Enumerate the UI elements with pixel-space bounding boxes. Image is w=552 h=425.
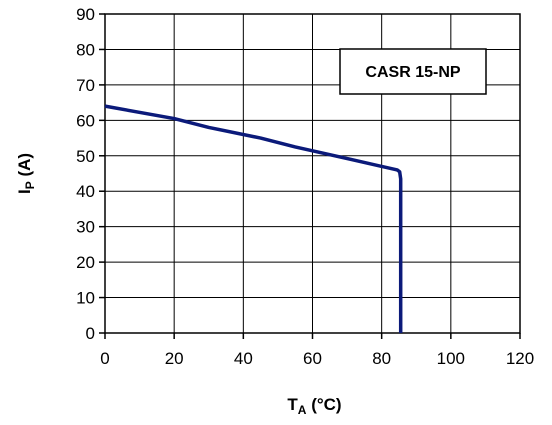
y-axis-title-unit: (A) — [15, 153, 34, 181]
x-tick-label: 0 — [100, 349, 109, 368]
annotation-frame — [339, 48, 487, 95]
x-tick-label: 120 — [506, 349, 534, 368]
y-axis-title: IP (A) — [15, 153, 37, 194]
x-axis-ticks: 0 20 40 60 80 100 120 — [100, 333, 534, 368]
x-tick-label: 100 — [437, 349, 465, 368]
y-tick-label: 30 — [76, 218, 95, 237]
y-tick-label: 10 — [76, 289, 95, 308]
y-tick-label: 40 — [76, 182, 95, 201]
series-line — [104, 104, 403, 333]
y-tick-label: 70 — [76, 76, 95, 95]
x-tick-label: 80 — [372, 349, 391, 368]
y-tick-label: 80 — [76, 40, 95, 59]
x-axis-title-main: T — [287, 395, 298, 414]
x-axis-title: TA (°C) — [287, 395, 341, 417]
y-tick-label: 50 — [76, 147, 95, 166]
y-tick-label: 0 — [86, 324, 95, 343]
y-tick-label: 90 — [76, 5, 95, 24]
annotation-box: CASR 15-NP — [339, 48, 487, 95]
y-tick-label: 20 — [76, 253, 95, 272]
x-tick-label: 60 — [303, 349, 322, 368]
y-axis-title-main: I — [15, 189, 34, 194]
y-axis-ticks: 0 10 20 30 40 50 60 70 80 90 — [76, 5, 105, 343]
x-axis-title-sub: A — [298, 403, 307, 417]
x-tick-label: 40 — [234, 349, 253, 368]
y-tick-label: 60 — [76, 111, 95, 130]
x-axis-title-unit: (°C) — [306, 395, 341, 414]
y-axis-title-sub: P — [23, 181, 37, 189]
x-tick-label: 20 — [165, 349, 184, 368]
annotation-text: CASR 15-NP — [365, 64, 460, 81]
